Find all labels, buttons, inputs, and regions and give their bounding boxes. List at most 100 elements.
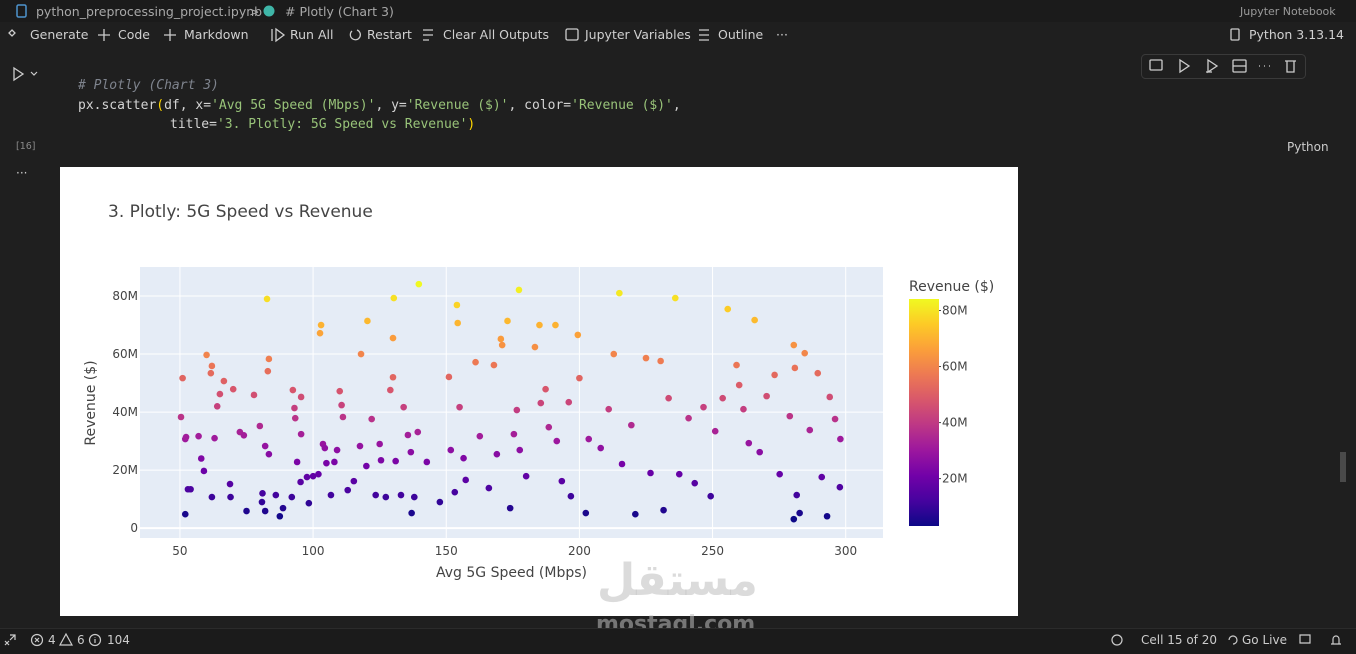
scatter-point — [476, 432, 484, 440]
status-icons — [4, 632, 1341, 647]
toolbar-button[interactable]: Restart — [367, 27, 412, 42]
toolbar-button[interactable]: Clear All Outputs — [443, 27, 550, 42]
scatter-point — [814, 369, 822, 377]
toolbar-button[interactable]: Markdown — [184, 27, 249, 42]
toolbar-button[interactable]: Generate — [30, 27, 89, 42]
colorbar-tick-label: 80M — [942, 303, 968, 317]
code-token: # Plotly (Chart 3) — [78, 78, 219, 93]
code-token: 'Revenue ($)' — [406, 97, 509, 113]
cell-position[interactable]: Cell 15 of 20 — [1141, 633, 1217, 647]
x-tick-label: 100 — [302, 544, 325, 558]
scatter-point — [387, 386, 394, 394]
scatter-point — [490, 361, 498, 369]
scatter-point — [291, 404, 298, 412]
scatter-point — [226, 480, 234, 488]
code-editor[interactable]: # Plotly (Chart 3) px.scatter(df, x='Avg … — [78, 76, 681, 135]
scatter-point — [515, 286, 523, 294]
scatter-point — [836, 483, 844, 491]
scatter-point — [200, 467, 208, 475]
warning-count[interactable]: 6 — [77, 633, 85, 647]
scatter-point — [790, 341, 798, 349]
scatter-point — [574, 331, 582, 339]
scatter-point — [363, 462, 370, 470]
toolbar-button[interactable]: Jupyter Variables — [585, 27, 691, 42]
scatter-point — [408, 509, 415, 517]
scatter-point — [558, 477, 566, 485]
scatter-point — [309, 472, 317, 480]
code-line: # Plotly (Chart 3) — [78, 76, 681, 96]
scatter-point — [685, 414, 692, 422]
scatter-point — [289, 386, 297, 394]
scatter-point — [472, 358, 479, 366]
scatter-point — [801, 349, 809, 357]
scatter-point — [316, 329, 324, 337]
toolbar-button[interactable]: Run All — [290, 27, 334, 42]
scatter-point — [187, 485, 194, 493]
scatter-point — [208, 362, 216, 370]
scatter-point — [414, 428, 422, 436]
scatter-point — [793, 491, 801, 499]
toolbar-button[interactable]: ··· — [776, 27, 788, 42]
x-axis-title: Avg 5G Speed (Mbps) — [436, 565, 587, 581]
scatter-point — [197, 455, 205, 462]
info-count[interactable]: 104 — [107, 633, 130, 647]
scatter-point — [605, 405, 613, 413]
output-menu[interactable]: ··· — [16, 166, 28, 180]
scatter-point — [327, 491, 335, 499]
scatter-point — [462, 476, 469, 484]
go-live[interactable]: Go Live — [1242, 633, 1287, 647]
toolbar-button[interactable]: Code — [118, 27, 151, 42]
scatter-point — [390, 294, 398, 302]
code-token: title= — [170, 117, 217, 132]
scatter-point — [504, 317, 511, 325]
scatter-point — [733, 361, 740, 369]
scatter-point — [195, 432, 202, 440]
scatter-point — [410, 493, 418, 501]
scatter-point — [618, 460, 626, 468]
scatter-point — [700, 403, 707, 411]
colorbar-tick-label: 60M — [942, 360, 968, 374]
scatter-point — [382, 493, 390, 501]
scatter-point — [392, 457, 399, 465]
scatter-point — [516, 446, 524, 454]
app-name[interactable]: Jupyter Notebook — [1240, 5, 1336, 18]
y-tick-label: 40M — [112, 405, 138, 419]
kernel-picker[interactable]: Python 3.13.14 — [1249, 27, 1345, 42]
colorbar-title: Revenue ($) — [909, 279, 994, 295]
scatter-point — [276, 512, 284, 520]
scatter-point — [453, 301, 461, 309]
file-icon — [16, 4, 27, 18]
breadcrumb-cell[interactable]: # Plotly (Chart 3) — [285, 4, 394, 19]
scatter-point — [460, 454, 467, 462]
scatter-point — [182, 433, 190, 441]
breadcrumb-separator: > — [249, 4, 260, 19]
scatter-point — [321, 444, 329, 452]
scatter-point — [407, 448, 415, 456]
colorbar-tick-label: 40M — [942, 416, 968, 430]
toolbar-button[interactable]: Outline — [718, 27, 764, 42]
scatter-point — [790, 515, 798, 523]
scatter-point — [498, 341, 506, 349]
scatter-point — [493, 450, 501, 458]
scatter-point — [735, 381, 743, 389]
scatter-point — [364, 317, 371, 325]
scatter-point — [724, 305, 732, 313]
cell-language[interactable]: Python — [1287, 140, 1329, 154]
scatter-point — [303, 473, 311, 481]
file-name[interactable]: python_preprocessing_project.ipynb — [36, 4, 263, 19]
scatter-point — [377, 456, 385, 464]
scatter-point — [317, 321, 325, 329]
run-cell-button[interactable] — [12, 66, 42, 82]
x-tick-label: 200 — [568, 544, 591, 558]
scrollbar[interactable] — [1340, 452, 1346, 482]
scatter-point — [454, 319, 462, 327]
scatter-point — [227, 493, 234, 501]
chart: 3. Plotly: 5G Speed vs Revenue 50 100 150 20… — [60, 167, 1018, 616]
scatter-point — [211, 434, 218, 442]
code-token: '3. Plotly: 5G Speed vs Revenue' — [216, 117, 468, 132]
scatter-point — [331, 458, 338, 466]
error-count[interactable]: 4 — [48, 633, 56, 647]
scatter-point — [610, 350, 618, 358]
scatter-point — [616, 289, 623, 297]
